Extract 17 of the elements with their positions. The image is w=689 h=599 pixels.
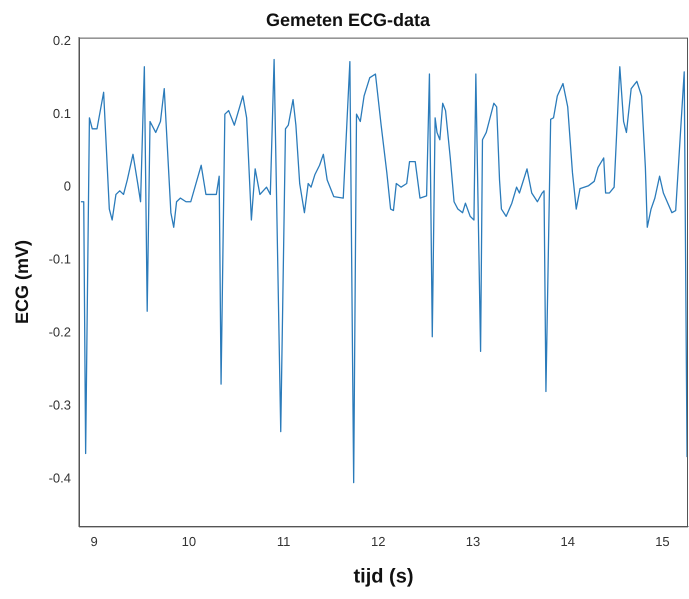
x-tick-label: 15	[655, 534, 670, 549]
y-tick-label: 0.2	[52, 32, 71, 48]
y-tick-label: 0.1	[52, 106, 71, 121]
x-tick-label: 10	[182, 534, 196, 549]
x-tick-label: 9	[90, 534, 98, 549]
x-axis-title: tijd (s)	[354, 566, 414, 588]
x-tick-label: 11	[276, 534, 290, 549]
y-tick-label: 0	[64, 178, 71, 194]
y-tick-label: -0.2	[48, 324, 71, 340]
x-tick-label: 12	[371, 534, 386, 549]
chart-title: Gemeten ECG-data	[266, 10, 432, 30]
y-tick-label: -0.1	[48, 252, 71, 267]
y-tick-label: -0.4	[48, 470, 71, 486]
x-tick-label: 14	[560, 534, 575, 549]
y-axis-title: ECG (mV)	[12, 240, 32, 324]
x-tick-label: 13	[466, 534, 480, 549]
y-tick-label: -0.3	[48, 398, 71, 413]
